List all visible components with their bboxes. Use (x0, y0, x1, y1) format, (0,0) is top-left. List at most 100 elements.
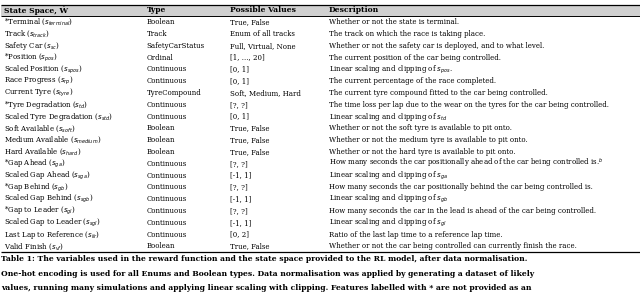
Text: Ratio of the last lap time to a reference lap time.: Ratio of the last lap time to a referenc… (329, 231, 502, 239)
Text: True, False: True, False (230, 242, 269, 250)
Text: *Position ($s_{pos}$): *Position ($s_{pos}$) (4, 51, 58, 64)
Bar (1, 241, 640, 252)
Text: Linear scaling and clipping of $s_{gl}$: Linear scaling and clipping of $s_{gl}$ (329, 217, 447, 229)
Bar (1, 40, 640, 52)
Text: Possible Values: Possible Values (230, 6, 296, 14)
Bar (1, 28, 640, 40)
Text: [1, ..., 20]: [1, ..., 20] (230, 54, 264, 61)
Text: Whether or not the medium tyre is available to pit onto.: Whether or not the medium tyre is availa… (329, 136, 528, 144)
Text: State Space, Ẃ: State Space, Ẃ (4, 6, 68, 15)
Text: Whether or not the soft tyre is available to pit onto.: Whether or not the soft tyre is availabl… (329, 124, 512, 132)
Text: True, False: True, False (230, 18, 269, 26)
Bar (1, 64, 640, 75)
Bar (1, 205, 640, 217)
Text: Boolean: Boolean (147, 18, 175, 26)
Text: How many seconds the car positionally behind the car being controlled is.: How many seconds the car positionally be… (329, 183, 593, 191)
Text: Whether or not the hard tyre is available to pit onto.: Whether or not the hard tyre is availabl… (329, 148, 515, 156)
Text: True, False: True, False (230, 124, 269, 132)
Text: True, False: True, False (230, 148, 269, 156)
Text: Continuous: Continuous (147, 183, 187, 191)
Text: Hard Available ($s_{hard}$): Hard Available ($s_{hard}$) (4, 147, 81, 157)
Text: Soft Available ($s_{soft}$): Soft Available ($s_{soft}$) (4, 123, 76, 134)
Text: *Gap Ahead ($s_{ga}$): *Gap Ahead ($s_{ga}$) (4, 158, 65, 170)
Text: Whether or not the car being controlled can currently finish the race.: Whether or not the car being controlled … (329, 242, 577, 250)
Text: Continuous: Continuous (147, 207, 187, 215)
Text: [-1, 1]: [-1, 1] (230, 219, 251, 227)
Text: Continuous: Continuous (147, 231, 187, 239)
Text: [?, ?]: [?, ?] (230, 101, 248, 109)
Text: Type: Type (147, 6, 166, 14)
Text: The current position of the car being controlled.: The current position of the car being co… (329, 54, 501, 61)
Text: [0, 1]: [0, 1] (230, 112, 249, 121)
Text: Current Tyre ($s_{tyre}$): Current Tyre ($s_{tyre}$) (4, 87, 73, 99)
Bar (1, 16, 640, 28)
Text: *Terminal ($s_{terminal}$): *Terminal ($s_{terminal}$) (4, 17, 73, 27)
Text: Whether or not the state is terminal.: Whether or not the state is terminal. (329, 18, 459, 26)
Text: Scaled Gap Ahead ($s_{sga}$): Scaled Gap Ahead ($s_{sga}$) (4, 169, 90, 182)
Text: Medium Available ($s_{medium}$): Medium Available ($s_{medium}$) (4, 135, 101, 146)
Text: Continuous: Continuous (147, 195, 187, 203)
Text: [0, 1]: [0, 1] (230, 65, 249, 74)
Text: [0, 1]: [0, 1] (230, 77, 249, 85)
Text: Valid Finish ($s_{vf}$): Valid Finish ($s_{vf}$) (4, 241, 64, 252)
Bar (1, 217, 640, 229)
Text: Race Progress ($s_{rp}$): Race Progress ($s_{rp}$) (4, 75, 73, 87)
Text: Linear scaling and clipping of $s_{gb}$: Linear scaling and clipping of $s_{gb}$ (329, 193, 449, 206)
Text: Track ($s_{track}$): Track ($s_{track}$) (4, 29, 50, 39)
Bar (1, 229, 640, 241)
Text: Boolean: Boolean (147, 242, 175, 250)
Bar (1, 170, 640, 182)
Text: Linear scaling and clipping of $s_{pos}$.: Linear scaling and clipping of $s_{pos}$… (329, 63, 453, 76)
Text: [-1, 1]: [-1, 1] (230, 195, 251, 203)
Bar (1, 182, 640, 193)
Text: Continuous: Continuous (147, 65, 187, 74)
Text: Linear scaling and clipping of $s_{ga}$: Linear scaling and clipping of $s_{ga}$ (329, 169, 448, 182)
Text: *Gap to Leader ($s_{gl}$): *Gap to Leader ($s_{gl}$) (4, 205, 76, 217)
Text: values, running many simulations and applying linear scaling with clipping. Feat: values, running many simulations and app… (1, 284, 532, 292)
Text: Linear scaling and clipping of $s_{td}$: Linear scaling and clipping of $s_{td}$ (329, 111, 447, 123)
Text: Scaled Gap Behind ($s_{sgb}$): Scaled Gap Behind ($s_{sgb}$) (4, 193, 93, 206)
Text: [?, ?]: [?, ?] (230, 160, 248, 168)
Text: Continuous: Continuous (147, 77, 187, 85)
Text: Enum of all tracks: Enum of all tracks (230, 30, 294, 38)
Text: Boolean: Boolean (147, 148, 175, 156)
Text: Last Lap to Reference ($s_{llr}$): Last Lap to Reference ($s_{llr}$) (4, 229, 100, 241)
Bar (1, 146, 640, 158)
Text: [0, 2]: [0, 2] (230, 231, 249, 239)
Text: Scaled Tyre Degradation ($s_{std}$): Scaled Tyre Degradation ($s_{std}$) (4, 111, 113, 123)
Text: *Gap Behind ($s_{gb}$): *Gap Behind ($s_{gb}$) (4, 181, 68, 194)
Text: Track: Track (147, 30, 167, 38)
Text: SafetyCarStatus: SafetyCarStatus (147, 42, 205, 50)
Bar (1, 4, 640, 16)
Text: How many seconds the car in the lead is ahead of the car being controlled.: How many seconds the car in the lead is … (329, 207, 596, 215)
Text: Full, Virtual, None: Full, Virtual, None (230, 42, 296, 50)
Text: Continuous: Continuous (147, 160, 187, 168)
Text: How many seconds the car positionally ahead of the car being controlled is.$^b$: How many seconds the car positionally ah… (329, 157, 604, 170)
Text: The track on which the race is taking place.: The track on which the race is taking pl… (329, 30, 485, 38)
Bar (1, 122, 640, 134)
Text: Continuous: Continuous (147, 112, 187, 121)
Bar (1, 111, 640, 122)
Text: Scaled Position ($s_{spos}$): Scaled Position ($s_{spos}$) (4, 63, 83, 76)
Text: The current tyre compound fitted to the car being controlled.: The current tyre compound fitted to the … (329, 89, 548, 97)
Bar (1, 87, 640, 99)
Text: [?, ?]: [?, ?] (230, 183, 248, 191)
Text: One-hot encoding is used for all Enums and Boolean types. Data normalisation was: One-hot encoding is used for all Enums a… (1, 270, 534, 278)
Text: Table 1: The variables used in the reward function and the state space provided : Table 1: The variables used in the rewar… (1, 255, 527, 263)
Text: Continuous: Continuous (147, 172, 187, 180)
Text: Scaled Gap to Leader ($s_{sgl}$): Scaled Gap to Leader ($s_{sgl}$) (4, 217, 100, 229)
Text: Whether or not the safety car is deployed, and to what level.: Whether or not the safety car is deploye… (329, 42, 545, 50)
Text: Ordinal: Ordinal (147, 54, 173, 61)
Bar (1, 75, 640, 87)
Bar (1, 193, 640, 205)
Bar (1, 158, 640, 170)
Text: The time loss per lap due to the wear on the tyres for the car being controlled.: The time loss per lap due to the wear on… (329, 101, 609, 109)
Text: TyreCompound: TyreCompound (147, 89, 202, 97)
Text: [?, ?]: [?, ?] (230, 207, 248, 215)
Text: *Tyre Degradation ($s_{td}$): *Tyre Degradation ($s_{td}$) (4, 99, 88, 111)
Text: Description: Description (329, 6, 380, 14)
Text: Boolean: Boolean (147, 136, 175, 144)
Text: Soft, Medium, Hard: Soft, Medium, Hard (230, 89, 301, 97)
Text: Continuous: Continuous (147, 101, 187, 109)
Text: Safety Car ($s_{sc}$): Safety Car ($s_{sc}$) (4, 40, 60, 52)
